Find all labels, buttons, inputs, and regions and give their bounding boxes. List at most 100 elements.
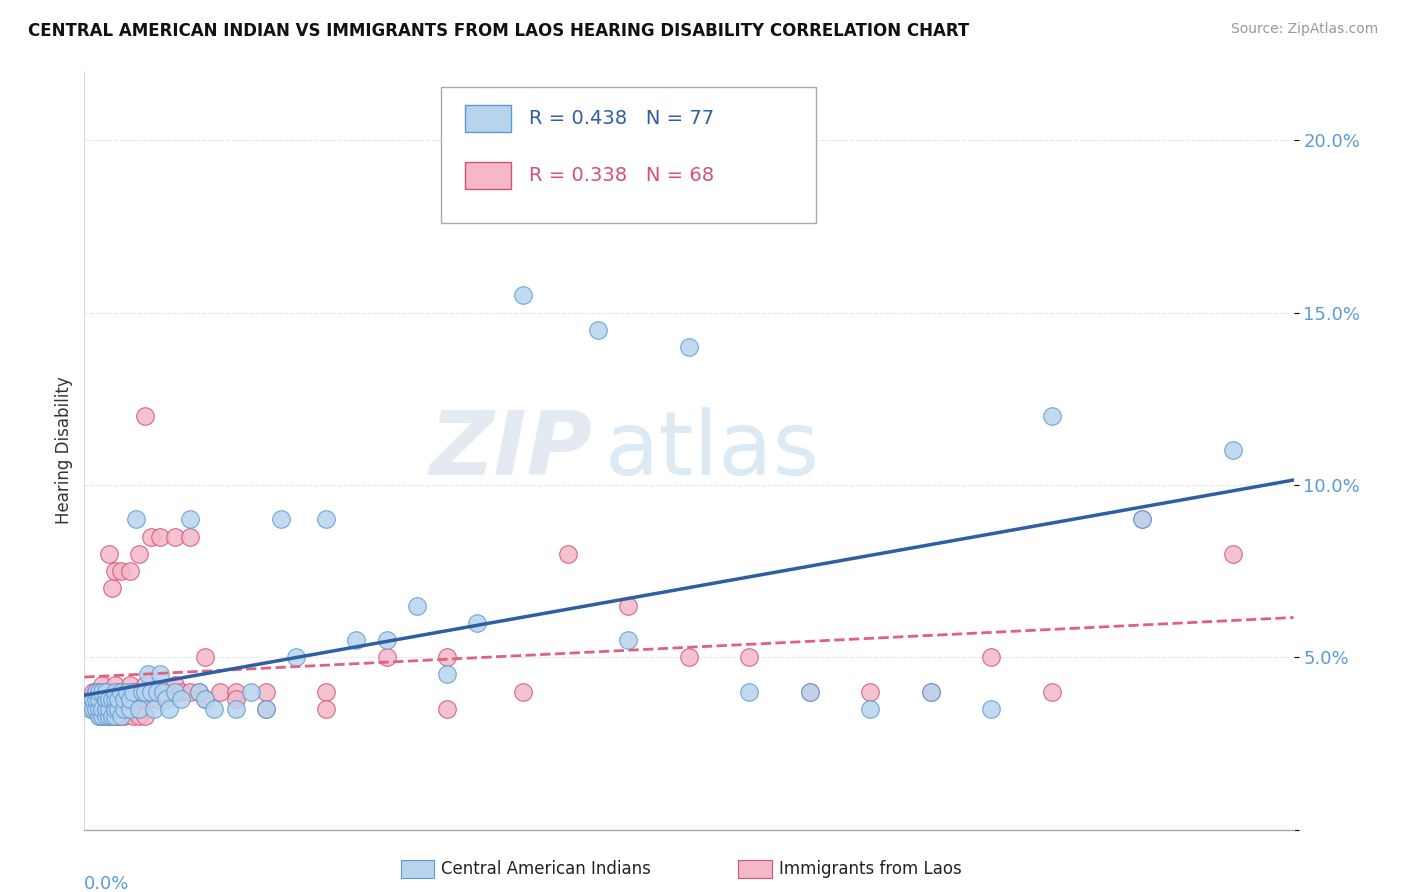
Point	[118, 678, 141, 692]
Point	[86, 702, 108, 716]
Point	[89, 691, 111, 706]
Point	[315, 684, 337, 698]
Point	[128, 702, 150, 716]
Text: atlas: atlas	[605, 407, 820, 494]
Point	[134, 684, 156, 698]
Point	[799, 684, 821, 698]
Point	[104, 702, 127, 716]
Point	[100, 691, 122, 706]
Point	[155, 691, 177, 706]
Point	[194, 650, 217, 665]
Point	[375, 633, 398, 648]
Point	[225, 702, 247, 716]
Point	[104, 708, 127, 723]
Point	[128, 547, 150, 561]
Point	[97, 708, 120, 723]
Point	[136, 691, 159, 706]
Point	[82, 684, 104, 698]
Point	[104, 691, 127, 706]
Point	[1040, 684, 1063, 698]
Point	[1040, 409, 1063, 423]
Point	[557, 547, 579, 561]
Point	[142, 702, 165, 716]
Point	[91, 708, 114, 723]
Point	[91, 678, 114, 692]
Point	[165, 684, 187, 698]
Point	[94, 691, 117, 706]
Point	[89, 702, 111, 716]
Point	[406, 599, 429, 613]
Point	[118, 564, 141, 578]
Point	[146, 684, 169, 698]
Point	[146, 691, 169, 706]
Point	[107, 702, 129, 716]
Point	[512, 288, 534, 302]
Point	[179, 530, 201, 544]
Point	[254, 702, 277, 716]
Point	[179, 684, 201, 698]
Point	[118, 702, 141, 716]
Point	[128, 684, 150, 698]
Point	[799, 684, 821, 698]
Point	[89, 702, 111, 716]
Point	[188, 684, 211, 698]
Point	[91, 691, 114, 706]
Point	[112, 708, 135, 723]
Point	[86, 691, 108, 706]
Point	[617, 633, 640, 648]
Point	[104, 678, 127, 692]
Point	[136, 667, 159, 681]
Point	[100, 684, 122, 698]
Point	[94, 684, 117, 698]
Point	[239, 684, 262, 698]
FancyBboxPatch shape	[465, 105, 512, 132]
Point	[104, 564, 127, 578]
Point	[375, 650, 398, 665]
Point	[920, 684, 942, 698]
Point	[112, 691, 135, 706]
Point	[134, 409, 156, 423]
Text: R = 0.438   N = 77: R = 0.438 N = 77	[529, 109, 714, 128]
Point	[86, 702, 108, 716]
Text: 0.0%: 0.0%	[84, 875, 129, 892]
Point	[91, 702, 114, 716]
Point	[79, 702, 101, 716]
Point	[110, 564, 132, 578]
Point	[86, 684, 108, 698]
Point	[82, 702, 104, 716]
Point	[112, 702, 135, 716]
Point	[165, 530, 187, 544]
Point	[125, 702, 148, 716]
Point	[179, 512, 201, 526]
Point	[170, 684, 193, 698]
Point	[91, 708, 114, 723]
Point	[131, 684, 153, 698]
Point	[94, 684, 117, 698]
Point	[139, 684, 162, 698]
Point	[107, 684, 129, 698]
Point	[89, 684, 111, 698]
Point	[202, 702, 225, 716]
Point	[82, 691, 104, 706]
Point	[107, 691, 129, 706]
Point	[467, 615, 489, 630]
Point	[315, 512, 337, 526]
Point	[112, 684, 135, 698]
Point	[128, 708, 150, 723]
Point	[97, 547, 120, 561]
Point	[1130, 512, 1153, 526]
Point	[97, 708, 120, 723]
Point	[1222, 547, 1244, 561]
Point	[118, 702, 141, 716]
Point	[110, 684, 132, 698]
Point	[86, 684, 108, 698]
Point	[82, 702, 104, 716]
Point	[94, 702, 117, 716]
Point	[188, 684, 211, 698]
Point	[678, 340, 700, 354]
Point	[94, 708, 117, 723]
Point	[104, 708, 127, 723]
Point	[79, 691, 101, 706]
Point	[617, 599, 640, 613]
Point	[149, 684, 172, 698]
